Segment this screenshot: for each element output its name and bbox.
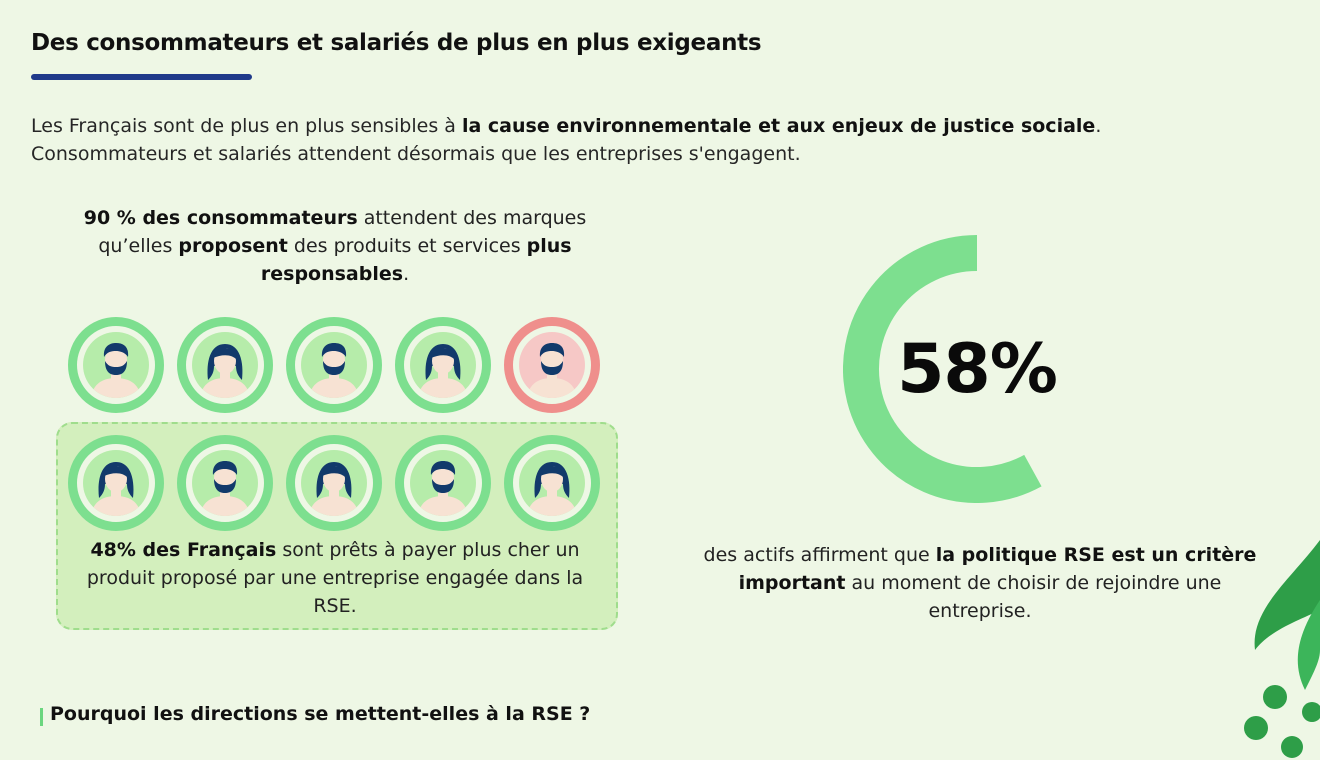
- leaf-decoration-icon: [1244, 540, 1320, 758]
- woman-avatar-icon: [286, 435, 382, 531]
- woman-avatar-icon: [395, 317, 491, 413]
- employees-stat-text: des actifs affirment que: [703, 544, 936, 566]
- gauge-arc: [843, 235, 1042, 503]
- avatar-circle: [410, 332, 476, 398]
- man-avatar-icon: [395, 435, 491, 531]
- consumers-stat-end: .: [403, 263, 410, 285]
- avatar-circle: [192, 450, 258, 516]
- man-avatar-icon: [177, 435, 273, 531]
- title-underline: [31, 74, 252, 80]
- avatar-circle: [301, 450, 367, 516]
- man-avatar-icon: [68, 317, 164, 413]
- man-avatar-icon: [504, 317, 600, 413]
- avatar-circle: [192, 332, 258, 398]
- intro-paragraph: Les Français sont de plus en plus sensib…: [31, 112, 1281, 168]
- man-avatar-icon: [286, 317, 382, 413]
- avatar-circle: [519, 450, 585, 516]
- consumers-stat-bold: 90 % des consommateurs: [83, 207, 358, 229]
- footer-accent-bar: [40, 708, 43, 726]
- intro-line2: Consommateurs et salariés attendent déso…: [31, 143, 801, 165]
- consumers-stat-bold-2: proposent: [178, 235, 288, 257]
- french-stat: 48% des Français sont prêts à payer plus…: [70, 536, 600, 620]
- avatar-circle: [519, 332, 585, 398]
- intro-period: .: [1095, 115, 1102, 137]
- avatar-circle: [83, 450, 149, 516]
- employees-stat-bold: la politique RSE est un critère importan…: [738, 544, 1257, 594]
- woman-avatar-icon: [177, 317, 273, 413]
- percentage-gauge: [843, 235, 1042, 503]
- intro-bold: la cause environnementale et aux enjeux …: [461, 115, 1096, 137]
- avatar-circle: [410, 450, 476, 516]
- employees-stat: des actifs affirment que la politique RS…: [700, 541, 1260, 625]
- employees-stat-text-2: au moment de choisir de rejoindre une en…: [845, 572, 1222, 622]
- woman-avatar-icon: [68, 435, 164, 531]
- gauge-value: 58%: [897, 330, 1058, 409]
- intro-text: Les Français sont de plus en plus sensib…: [31, 115, 462, 137]
- french-stat-bold: 48% des Français: [90, 539, 277, 561]
- footer-question: Pourquoi les directions se mettent-elles…: [50, 703, 591, 725]
- woman-avatar-icon: [504, 435, 600, 531]
- french-stat-text: sont prêts à payer plus cher un produit …: [86, 539, 584, 617]
- page-title: Des consommateurs et salariés de plus en…: [31, 30, 762, 56]
- avatar-circle: [83, 332, 149, 398]
- consumers-stat-text-2: des produits et services: [287, 235, 527, 257]
- consumers-stat: 90 % des consommateurs attendent des mar…: [70, 204, 600, 288]
- consumers-stat-text: attendent des marques qu’elles: [98, 207, 587, 257]
- avatar-circle: [301, 332, 367, 398]
- consumers-stat-bold-3: plus responsables: [260, 235, 572, 285]
